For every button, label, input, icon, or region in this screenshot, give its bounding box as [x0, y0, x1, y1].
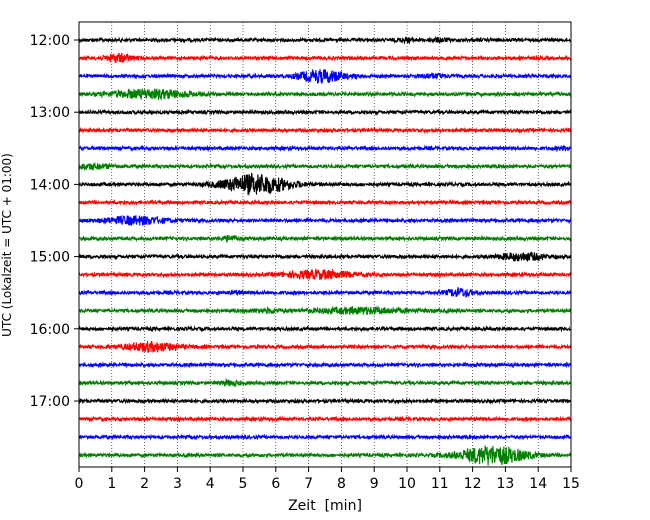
seismic-trace	[78, 397, 572, 405]
x-tick-label: 13	[496, 476, 514, 492]
plot-frame	[78, 21, 572, 468]
x-tick-label: 14	[529, 476, 547, 492]
seismic-trace	[78, 267, 572, 281]
y-tick-label: 15:00	[30, 250, 70, 266]
x-tick-label: 0	[75, 476, 84, 492]
x-axis-label: Zeit [min]	[288, 498, 362, 514]
x-tick-label: 7	[304, 476, 313, 492]
x-tick-label: 3	[173, 476, 182, 492]
seismic-trace	[78, 361, 572, 369]
seismic-trace	[78, 445, 572, 466]
y-tick-label: 17:00	[30, 394, 70, 410]
seismic-trace	[78, 126, 572, 134]
seismic-trace	[78, 52, 572, 64]
seismic-trace	[78, 88, 572, 101]
seismic-trace	[78, 340, 572, 354]
x-axis-ticks: 0 1 2 3 4 5 6 7 8 9 10 11 12 13 14 15	[75, 467, 580, 492]
seismic-trace	[78, 433, 572, 441]
x-tick-label: 1	[107, 476, 116, 492]
grid-lines	[111, 22, 539, 467]
seismic-trace	[78, 325, 572, 333]
x-tick-label: 2	[140, 476, 149, 492]
seismic-trace	[78, 234, 572, 243]
x-tick-label: 4	[206, 476, 215, 492]
x-tick-label: 9	[370, 476, 379, 492]
y-tick-label: 14:00	[30, 177, 70, 193]
y-axis-ticks: 12:00 13:00 14:00 15:00 16:00 17:00	[30, 33, 79, 410]
seismic-trace	[78, 305, 572, 316]
seismic-traces	[78, 35, 572, 466]
x-tick-label: 15	[562, 476, 580, 492]
x-tick-label: 10	[398, 476, 416, 492]
x-tick-label: 8	[337, 476, 346, 492]
y-tick-label: 12:00	[30, 33, 70, 49]
seismic-trace	[78, 144, 572, 153]
seismic-trace	[78, 162, 572, 172]
seismic-trace	[78, 35, 572, 45]
y-tick-label: 13:00	[30, 105, 70, 121]
seismic-trace	[78, 69, 572, 84]
seismic-trace	[78, 214, 572, 226]
x-tick-label: 11	[431, 476, 449, 492]
seismic-trace	[78, 172, 572, 196]
x-tick-label: 5	[239, 476, 248, 492]
seismic-trace	[78, 286, 572, 298]
seismic-trace	[78, 415, 572, 423]
seismic-trace	[78, 251, 572, 262]
seismic-trace	[78, 377, 572, 388]
seismic-trace	[78, 198, 572, 207]
x-tick-label: 12	[464, 476, 482, 492]
y-axis-label: UTC (Lokalzeit = UTC + 01:00)	[0, 153, 14, 337]
seismic-trace	[78, 108, 572, 116]
x-tick-label: 6	[271, 476, 280, 492]
y-tick-label: 16:00	[30, 322, 70, 338]
